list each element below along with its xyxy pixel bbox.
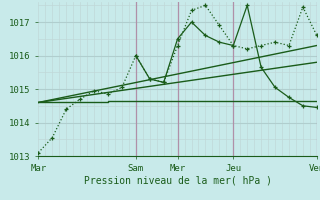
X-axis label: Pression niveau de la mer( hPa ): Pression niveau de la mer( hPa ) — [84, 175, 272, 185]
